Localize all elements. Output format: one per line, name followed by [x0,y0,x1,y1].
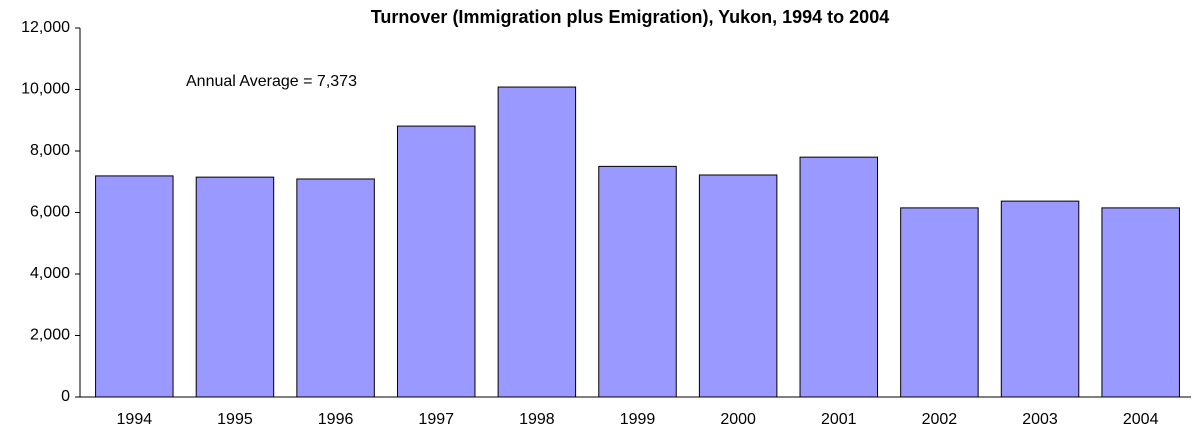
x-tick-label: 2004 [1123,411,1159,428]
y-tick-label: 2,000 [30,327,70,344]
bar [296,178,375,398]
x-tick-label: 1999 [620,411,656,428]
y-tick-label: 10,000 [21,81,70,98]
chart-title: Turnover (Immigration plus Emigration), … [371,7,889,27]
annotation: Annual Average = 7,373 [186,73,357,90]
bar [1101,207,1180,398]
bar [195,176,275,398]
y-tick-label: 8,000 [30,142,70,159]
bar [396,125,476,398]
y-tick-label: 4,000 [30,265,70,282]
bar [1000,200,1080,398]
x-tick-label: 1995 [217,411,253,428]
y-tick-label: 0 [61,388,70,405]
x-tick-label: 1998 [519,411,555,428]
x-tick-label: 1996 [318,411,354,428]
x-tick-label: 1994 [117,411,153,428]
bar [598,165,677,398]
x-tick-label: 2001 [821,411,857,428]
bar [799,156,879,398]
bar [497,86,577,398]
x-tick-label: 2003 [1022,411,1058,428]
x-tick-label: 2000 [720,411,756,428]
bar [95,175,174,398]
y-tick-label: 12,000 [21,19,70,36]
bar [698,174,778,398]
x-tick-label: 2002 [922,411,958,428]
bar [900,207,979,398]
y-tick-label: 6,000 [30,204,70,221]
x-tick-label: 1997 [418,411,454,428]
